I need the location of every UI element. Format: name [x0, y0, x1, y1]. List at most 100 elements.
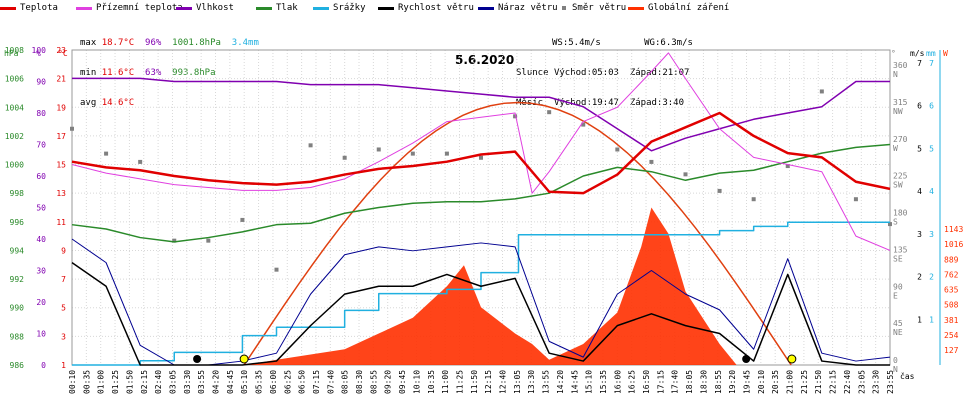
legend-item-temperature: Teplota: [0, 3, 58, 13]
stats-max-humidity: 96%: [145, 38, 162, 48]
x-tick-label: 05:10: [240, 370, 249, 394]
pressure-tick-label: 1006: [5, 75, 24, 84]
x-tick-label: 03:30: [183, 370, 192, 394]
wind-direction-point: [308, 143, 313, 148]
rain-tick-label: 1: [929, 315, 934, 324]
wind-direction-point: [853, 197, 858, 202]
stats-max-rain: 3.4mm: [231, 38, 259, 48]
x-tick-label: 00:10: [68, 370, 77, 394]
pressure-tick-label: 1008: [5, 46, 24, 55]
wind-speed-tick-label: 6: [917, 102, 922, 111]
stats-avg-temp: 14.6°C: [101, 98, 135, 108]
humidity-tick-label: 20: [36, 298, 46, 307]
x-axis-label: čas: [900, 371, 915, 381]
stats-avg-label: avg: [80, 98, 97, 108]
rain-series-line: [72, 221, 890, 366]
temperature-tick-label: 1: [61, 361, 66, 370]
wind-direction-point: [615, 147, 620, 152]
wind-dir-name-label: SW: [893, 181, 903, 190]
radiation-tick-label: 635: [944, 286, 959, 295]
x-tick-label: 21:00: [786, 370, 795, 394]
x-tick-label: 15:10: [585, 370, 594, 394]
rain-tick-label: 2: [929, 273, 934, 282]
legend-item-wind-direction: Směr větru: [556, 3, 626, 13]
x-tick-label: 02:15: [140, 370, 149, 394]
pressure-tick-label: 1002: [5, 132, 24, 141]
x-tick-label: 04:45: [226, 370, 235, 394]
temperature-tick-label: 7: [61, 275, 66, 284]
wind-direction-point: [513, 114, 518, 119]
sunset-value: Západ:21:07: [629, 68, 690, 78]
wind-dir-tick-label: 135: [893, 245, 908, 254]
legend-item-wind-gust: Náraz větru: [478, 3, 558, 13]
wind-dir-name-label: E: [893, 291, 898, 300]
temperature-tick-label: 21: [56, 75, 66, 84]
wind-direction-point: [479, 155, 483, 160]
radiation-tick-label: 1143: [944, 225, 963, 234]
x-tick-label: 23:05: [857, 370, 866, 394]
wind-info-row: WS:5.4m/s WG:6.3m/s: [552, 38, 693, 48]
stats-block: max 18.7°C 96% 1001.8hPa 3.4mm min 11.6°…: [80, 18, 259, 118]
x-tick-label: 20:35: [771, 370, 780, 394]
legend-label: Rychlost větru: [398, 3, 474, 13]
stats-min-label: min: [80, 68, 97, 78]
wind-direction-point: [376, 147, 381, 152]
legend-item-ground-temperature: Přízemní teplota: [76, 3, 183, 13]
wind-dir-name-label: S: [893, 218, 898, 227]
legend-swatch: [562, 6, 566, 10]
x-tick-label: 11:50: [470, 370, 479, 394]
stats-max-label: max: [80, 38, 97, 48]
wind-direction-point: [547, 110, 552, 115]
moonrise-marker: [742, 355, 751, 363]
legend-item-humidity: Vlhkost: [176, 3, 234, 13]
pressure-tick-label: 994: [10, 246, 25, 255]
legend-swatch: [313, 6, 329, 10]
moonrise-value: Východ:19:47: [553, 98, 619, 108]
wind-dir-name-label: NE: [893, 328, 903, 337]
x-tick-label: 13:30: [527, 370, 536, 394]
humidity-tick-label: 70: [36, 141, 46, 150]
wind-dir-tick-label: 45: [893, 319, 903, 328]
x-tick-label: 12:15: [484, 370, 493, 394]
x-tick-label: 23:30: [872, 370, 881, 394]
stats-max-row: max 18.7°C 96% 1001.8hPa 3.4mm: [80, 38, 259, 48]
x-tick-label: 16:00: [613, 370, 622, 394]
wind-speed-series-line: [71, 262, 890, 366]
rain-tick-label: 4: [929, 187, 934, 196]
legend-label: Teplota: [20, 3, 58, 13]
x-tick-label: 14:45: [570, 370, 579, 394]
temperature-tick-label: 3: [61, 332, 66, 341]
stats-max-pressure: 1001.8hPa: [172, 38, 221, 48]
wind-direction-point: [888, 222, 892, 227]
x-tick-label: 16:50: [642, 370, 651, 394]
wind-direction-point: [751, 197, 756, 202]
ground-temperature-series-line: [71, 52, 891, 251]
pressure-tick-label: 1000: [5, 161, 24, 170]
wind-direction-point: [138, 159, 143, 164]
x-tick-label: 06:00: [269, 370, 278, 394]
radiation-unit-label: W: [943, 49, 948, 58]
stats-min-row: min 11.6°C 63% 993.8hPa: [80, 68, 259, 78]
x-tick-label: 19:20: [728, 370, 737, 394]
legend-label: Globální záření: [648, 3, 730, 13]
wind-speed-tick-label: 5: [917, 144, 922, 153]
pressure-tick-label: 998: [10, 189, 25, 198]
x-tick-label: 03:05: [168, 370, 177, 394]
wind-speed-tick-label: 3: [917, 230, 922, 239]
x-tick-label: 12:40: [499, 370, 508, 394]
wind-direction-point: [785, 164, 790, 169]
x-tick-label: 09:20: [384, 370, 393, 394]
stats-min-humidity: 63%: [145, 68, 162, 78]
wind-dir-name-label: NW: [893, 107, 903, 116]
x-tick-label: 01:00: [97, 370, 106, 394]
rain-unit-label: mm: [926, 49, 936, 58]
wind-dir-name-label: W: [893, 144, 898, 153]
x-tick-label: 13:05: [513, 370, 522, 394]
legend-item-radiation: Globální záření: [628, 3, 729, 13]
x-tick-label: 19:45: [742, 370, 751, 394]
wind-dir-name-label: N: [893, 70, 898, 79]
legend-swatch: [76, 6, 92, 10]
wind-speed-value: WS:5.4m/s: [552, 38, 601, 48]
temperature-tick-label: 5: [61, 304, 66, 313]
